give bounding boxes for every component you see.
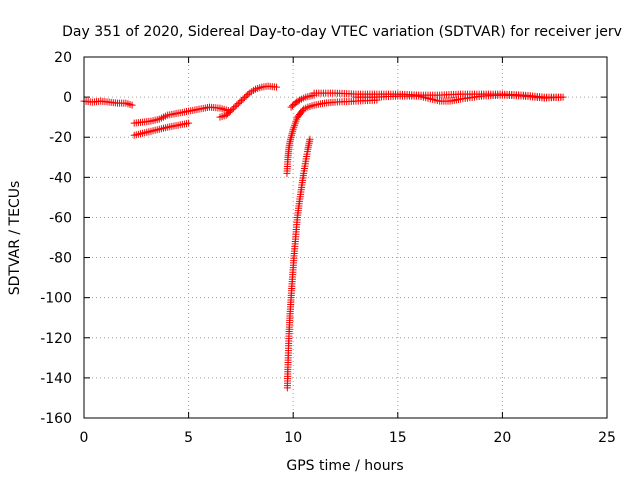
data-point bbox=[272, 83, 280, 91]
plot-frame bbox=[83, 56, 608, 419]
x-axis-label: GPS time / hours bbox=[286, 458, 403, 474]
x-tick-label: 15 bbox=[389, 430, 407, 446]
x-tick-label: 0 bbox=[80, 430, 89, 446]
data-points bbox=[80, 82, 567, 392]
data-point bbox=[559, 93, 567, 101]
data-point bbox=[228, 106, 236, 114]
chart-title: Day 351 of 2020, Sidereal Day-to-day VTE… bbox=[62, 24, 622, 40]
data-point bbox=[185, 119, 193, 127]
y-axis-label: SDTVAR / TECUs bbox=[7, 181, 23, 296]
data-point bbox=[244, 91, 252, 99]
y-tick-label: -100 bbox=[40, 291, 72, 307]
data-point bbox=[241, 94, 249, 102]
x-tick-label: 25 bbox=[598, 430, 616, 446]
y-tick-label: -20 bbox=[49, 130, 72, 146]
y-tick-label: 20 bbox=[54, 50, 72, 66]
data-point bbox=[239, 95, 247, 103]
y-tick-label: -60 bbox=[49, 210, 72, 226]
data-point bbox=[226, 107, 234, 115]
y-tick-label: -140 bbox=[40, 371, 72, 387]
data-point bbox=[306, 135, 314, 143]
data-point bbox=[242, 92, 250, 100]
data-point bbox=[230, 104, 238, 112]
y-tick-label: -120 bbox=[40, 331, 72, 347]
data-point bbox=[225, 108, 233, 116]
data-point bbox=[231, 103, 239, 111]
data-point bbox=[234, 100, 242, 108]
grid bbox=[84, 57, 607, 418]
y-tick-label: -160 bbox=[40, 411, 72, 427]
x-tick-label: 5 bbox=[184, 430, 193, 446]
y-tick-label: -40 bbox=[49, 170, 72, 186]
data-point bbox=[233, 101, 241, 109]
y-tick-label: -80 bbox=[49, 251, 72, 267]
x-tick-label: 20 bbox=[493, 430, 511, 446]
data-point bbox=[128, 101, 136, 109]
data-point bbox=[237, 97, 245, 105]
y-tick-label: 0 bbox=[63, 90, 72, 106]
data-point bbox=[236, 98, 244, 106]
axis-ticks: 0 5 10 15 20 25 -160 -140 -120 -100 -80 -60 -40 -20 0 2… bbox=[40, 50, 616, 446]
x-tick-label: 10 bbox=[284, 430, 302, 446]
